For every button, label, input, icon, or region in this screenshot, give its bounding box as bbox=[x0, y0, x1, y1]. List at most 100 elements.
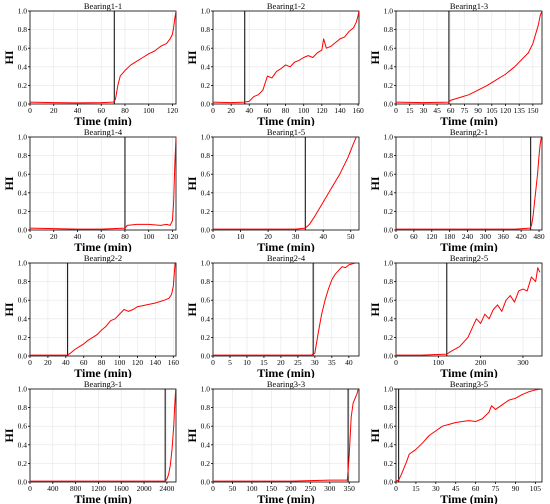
x-tick-label: 105 bbox=[530, 484, 542, 493]
x-tick-label: 100 bbox=[143, 232, 155, 241]
x-tick-label: 45 bbox=[452, 484, 460, 493]
y-axis-label: HI bbox=[2, 302, 16, 316]
y-tick-label: 0.2 bbox=[201, 333, 211, 342]
chart-svg: 0 5 10 15 20 25 30 35 40 0.0 0.2 0.4 0.6 0.8 1.0 Bearin… bbox=[185, 253, 360, 378]
x-tick-label: 0 bbox=[211, 484, 215, 493]
y-tick-label: 1.0 bbox=[384, 385, 394, 394]
plot-frame bbox=[29, 10, 177, 105]
x-tick-label: 20 bbox=[227, 106, 235, 115]
y-tick-label: 0.0 bbox=[18, 226, 28, 235]
x-tick-label: 120 bbox=[316, 106, 328, 115]
y-tick-label: 0.4 bbox=[384, 188, 394, 197]
y-tick-label: 0.2 bbox=[18, 333, 28, 342]
x-tick-label: 20 bbox=[50, 106, 58, 115]
chart-title: Bearing1-1 bbox=[84, 1, 122, 11]
x-tick-label: 800 bbox=[70, 484, 82, 493]
y-tick-label: 0.6 bbox=[384, 170, 394, 179]
x-tick-label: 80 bbox=[121, 106, 129, 115]
x-tick-label: 120 bbox=[167, 232, 179, 241]
chart-title: Bearing2-1 bbox=[450, 127, 488, 137]
y-tick-label: 0.8 bbox=[384, 403, 394, 412]
y-axis-label: HI bbox=[2, 428, 16, 442]
x-tick-label: 120 bbox=[167, 106, 179, 115]
x-tick-label: 0 bbox=[211, 232, 215, 241]
y-tick-label: 1.0 bbox=[18, 133, 28, 142]
y-tick-label: 1.0 bbox=[18, 385, 28, 394]
y-tick-label: 0.8 bbox=[201, 403, 211, 412]
x-tick-label: 75 bbox=[492, 484, 500, 493]
y-tick-label: 0.4 bbox=[18, 440, 28, 449]
x-tick-label: 200 bbox=[475, 358, 487, 367]
y-tick-label: 0.4 bbox=[384, 440, 394, 449]
x-tick-label: 60 bbox=[97, 232, 105, 241]
y-tick-label: 0.8 bbox=[18, 403, 28, 412]
x-tick-label: 300 bbox=[480, 232, 492, 241]
plot-frame bbox=[212, 388, 360, 483]
x-tick-label: 120 bbox=[500, 106, 512, 115]
y-tick-label: 0.0 bbox=[201, 226, 211, 235]
x-tick-label: 10 bbox=[243, 358, 251, 367]
x-tick-label: 40 bbox=[246, 106, 254, 115]
x-axis-label: Time (min) bbox=[440, 492, 497, 504]
y-tick-label: 1.0 bbox=[18, 7, 28, 16]
hi-series-line bbox=[395, 388, 543, 482]
y-tick-label: 0.0 bbox=[18, 100, 28, 109]
x-tick-label: 100 bbox=[143, 106, 155, 115]
y-tick-label: 0.6 bbox=[384, 422, 394, 431]
chart-svg: 0 20 40 60 80 100 120 0.0 0.2 0.4 0.6 0.8 1.0 Bearing… bbox=[2, 1, 179, 126]
x-tick-label: 60 bbox=[97, 106, 105, 115]
y-axis-label: HI bbox=[368, 302, 382, 316]
x-tick-label: 2400 bbox=[159, 484, 174, 493]
x-tick-label: 140 bbox=[334, 106, 346, 115]
x-axis-label: Time (min) bbox=[257, 114, 314, 126]
x-tick-label: 30 bbox=[432, 484, 440, 493]
x-tick-label: 25 bbox=[294, 358, 302, 367]
x-tick-label: 50 bbox=[347, 232, 355, 241]
x-tick-label: 35 bbox=[328, 358, 336, 367]
hi-series-line bbox=[29, 136, 177, 230]
y-tick-label: 1.0 bbox=[18, 259, 28, 268]
chart-panel-bearing3-5: 0 15 30 45 60 75 90 105 0.0 0.2 0.4 0.6 0.8 1.0 Bearin… bbox=[366, 378, 549, 504]
y-tick-label: 0.6 bbox=[18, 170, 28, 179]
hi-series-line bbox=[30, 262, 176, 356]
chart-title: Bearing1-5 bbox=[267, 127, 305, 137]
chart-svg: 0 20 40 60 80 100 120 140 160 0.0 0.2 0.4 0.6 0.8 1.0 B… bbox=[185, 1, 364, 126]
x-tick-label: 60 bbox=[472, 484, 480, 493]
chart-svg: 0 10 20 30 40 50 0.0 0.2 0.4 0.6 0.8 1.0 Bearing1-5 T… bbox=[185, 127, 360, 252]
y-axis-label: HI bbox=[185, 176, 199, 190]
plot-frame bbox=[395, 10, 543, 105]
x-tick-label: 5 bbox=[228, 358, 232, 367]
x-tick-label: 240 bbox=[462, 232, 474, 241]
chart-panel-bearing2-5: 0 100 200 300 0.0 0.2 0.4 0.6 0.8 1.0 Bearing2-5 Ti… bbox=[366, 252, 549, 378]
y-axis-label: HI bbox=[2, 50, 16, 64]
y-tick-label: 0.4 bbox=[18, 188, 28, 197]
x-tick-label: 160 bbox=[352, 106, 364, 115]
y-tick-label: 1.0 bbox=[201, 385, 211, 394]
y-tick-label: 0.6 bbox=[384, 296, 394, 305]
plot-frame bbox=[29, 388, 177, 483]
x-tick-label: 300 bbox=[324, 484, 336, 493]
y-tick-label: 0.0 bbox=[201, 478, 211, 487]
y-tick-label: 0.4 bbox=[18, 62, 28, 71]
chart-svg: 0 60 120 180 240 300 360 420 480 0.0 0.2 0.4 0.6 0.8 1… bbox=[368, 127, 545, 252]
x-tick-label: 135 bbox=[514, 106, 526, 115]
x-tick-label: 0 bbox=[28, 358, 32, 367]
x-tick-label: 50 bbox=[229, 484, 237, 493]
x-tick-label: 0 bbox=[211, 358, 215, 367]
y-tick-label: 0.0 bbox=[18, 352, 28, 361]
chart-title: Bearing1-3 bbox=[450, 1, 488, 11]
y-tick-label: 0.2 bbox=[384, 459, 394, 468]
y-tick-label: 0.4 bbox=[201, 440, 211, 449]
x-tick-label: 100 bbox=[114, 358, 126, 367]
x-tick-label: 420 bbox=[516, 232, 528, 241]
y-tick-label: 0.6 bbox=[18, 296, 28, 305]
x-tick-label: 160 bbox=[168, 358, 180, 367]
y-tick-label: 0.4 bbox=[201, 314, 211, 323]
hi-series-line bbox=[396, 136, 542, 230]
x-tick-label: 0 bbox=[394, 106, 398, 115]
y-tick-label: 0.8 bbox=[201, 151, 211, 160]
x-tick-label: 15 bbox=[406, 106, 414, 115]
chart-svg: 0 400 800 1200 1600 2000 2400 0.0 0.2 0.4 0.6 0.8 1.… bbox=[2, 379, 177, 504]
chart-panel-bearing1-1: 0 20 40 60 80 100 120 0.0 0.2 0.4 0.6 0.8 1.0 Bearing… bbox=[0, 0, 183, 126]
y-tick-label: 0.0 bbox=[384, 100, 394, 109]
